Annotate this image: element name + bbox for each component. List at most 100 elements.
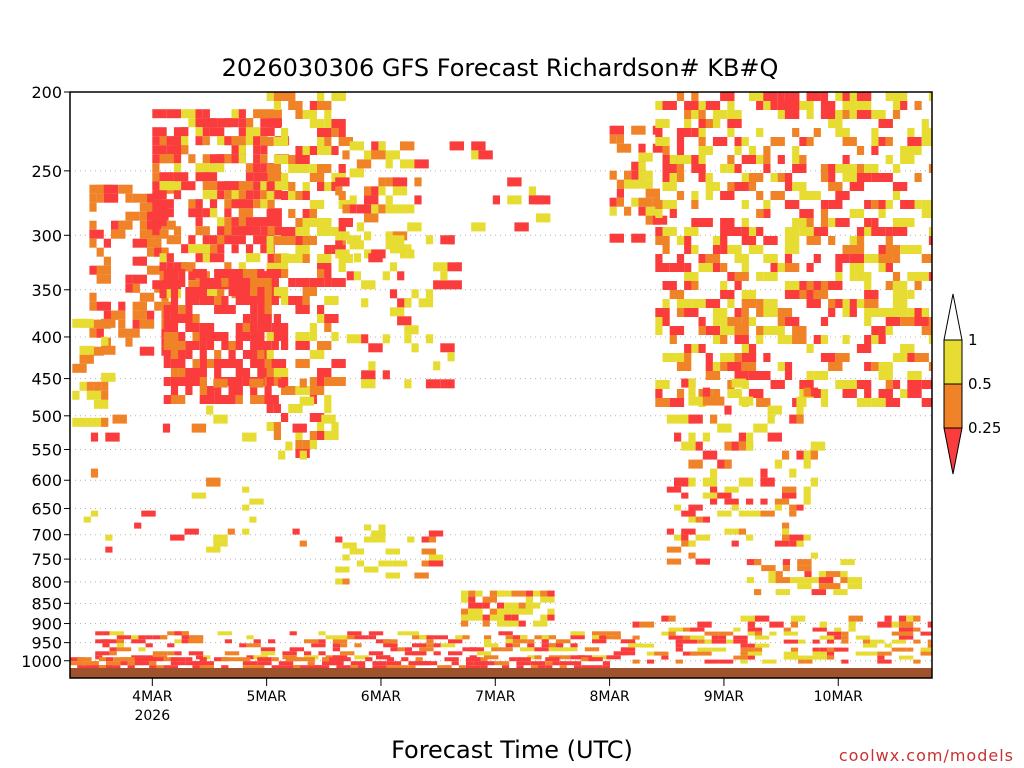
heatmap-cell	[324, 395, 332, 404]
heatmap-cell	[599, 635, 607, 640]
heatmap-cell	[295, 236, 310, 245]
heatmap-cell	[167, 643, 175, 648]
heatmap-cell	[748, 182, 757, 191]
heatmap-cell	[688, 459, 703, 469]
heatmap-cell	[224, 262, 232, 272]
heatmap-cell	[385, 150, 400, 160]
heatmap-cell	[422, 661, 430, 666]
heatmap-cell	[675, 659, 683, 664]
heatmap-cell	[430, 661, 438, 666]
heatmap-cell	[109, 647, 117, 652]
heatmap-cell	[468, 590, 476, 597]
heatmap-cell	[820, 218, 829, 227]
heatmap-cell	[717, 423, 732, 433]
heatmap-cell	[761, 565, 776, 572]
heatmap-cell	[245, 199, 254, 209]
heatmap-cell	[536, 195, 551, 205]
heatmap-cell	[928, 335, 932, 344]
heatmap-cell	[878, 209, 886, 218]
heatmap-cell	[819, 621, 827, 628]
heatmap-cell	[702, 477, 718, 487]
heatmap-cell	[842, 101, 857, 110]
heatmap-cell	[826, 655, 835, 660]
heatmap-cell	[281, 386, 296, 395]
heatmap-cell	[688, 414, 703, 424]
heatmap-cell	[199, 377, 207, 386]
heatmap-cell	[806, 344, 814, 353]
heatmap-cell	[691, 344, 699, 353]
heatmap-cell	[803, 534, 811, 541]
heatmap-cell	[849, 263, 865, 272]
heatmap-cell	[278, 450, 286, 460]
heatmap-cell	[885, 326, 893, 335]
x-tick-label: 6MAR	[361, 689, 402, 705]
heatmap-cell	[898, 635, 914, 640]
heatmap-cell	[116, 647, 132, 652]
heatmap-cell	[783, 639, 799, 644]
heatmap-cell	[828, 308, 836, 317]
heatmap-cell	[353, 253, 362, 263]
heatmap-cell	[545, 665, 553, 670]
heatmap-cell	[892, 254, 901, 263]
heatmap-cell	[371, 530, 386, 537]
heatmap-cell	[792, 164, 807, 173]
heatmap-cell	[812, 627, 827, 632]
heatmap-cell	[862, 639, 871, 644]
heatmap-cell	[921, 209, 932, 218]
heatmap-cell	[174, 631, 189, 636]
heatmap-cell	[570, 635, 585, 640]
heatmap-cell	[747, 627, 763, 632]
heatmap-cell	[898, 621, 914, 628]
heatmap-cell	[461, 590, 469, 597]
heatmap-cell	[152, 226, 160, 236]
heatmap-cell	[206, 359, 222, 368]
heatmap-cell	[288, 209, 296, 218]
heatmap-cell	[921, 200, 932, 209]
heatmap-cell	[125, 337, 133, 347]
heatmap-cell	[688, 510, 696, 517]
heatmap-cell	[676, 389, 685, 398]
heatmap-cell	[783, 627, 791, 632]
heatmap-cell	[906, 615, 914, 622]
heatmap-cell	[147, 193, 155, 203]
heatmap-cell	[285, 441, 293, 451]
heatmap-cell	[907, 137, 922, 146]
heatmap-cell	[914, 173, 922, 182]
heatmap-cell	[304, 639, 319, 644]
heatmap-cell	[106, 657, 114, 662]
heatmap-cell	[666, 414, 674, 424]
heatmap-cell	[317, 341, 332, 350]
heatmap-cell	[770, 173, 778, 182]
heatmap-cell	[775, 589, 790, 596]
heatmap-cell	[408, 665, 416, 670]
heatmap-cell	[878, 254, 893, 263]
heatmap-cell	[540, 614, 548, 621]
heatmap-cell	[856, 173, 872, 182]
heatmap-cell	[691, 110, 699, 119]
heatmap-cell	[96, 265, 111, 275]
heatmap-cell	[152, 172, 160, 182]
heatmap-cell	[892, 191, 901, 200]
heatmap-cell	[300, 665, 308, 670]
y-tick-label: 750	[31, 550, 62, 569]
heatmap-cell	[209, 199, 218, 209]
heatmap-cell	[480, 665, 488, 670]
heatmap-cell	[147, 265, 162, 275]
heatmap-cell	[238, 145, 246, 155]
heatmap-cell	[574, 665, 582, 670]
heatmap-cell	[152, 181, 160, 191]
heatmap-cell	[702, 387, 710, 397]
heatmap-cell	[606, 631, 621, 636]
heatmap-cell	[871, 290, 879, 299]
heatmap-cell	[497, 602, 505, 609]
heatmap-cell	[278, 661, 294, 666]
heatmap-cell	[191, 492, 207, 499]
heatmap-cell	[702, 396, 710, 406]
heatmap-cell	[676, 191, 685, 200]
heatmap-cell	[109, 651, 117, 656]
heatmap-cell	[317, 413, 325, 422]
heatmap-cell	[767, 414, 775, 424]
heatmap-cell	[790, 647, 799, 652]
heatmap-cell	[378, 141, 386, 151]
heatmap-cell	[826, 583, 841, 590]
